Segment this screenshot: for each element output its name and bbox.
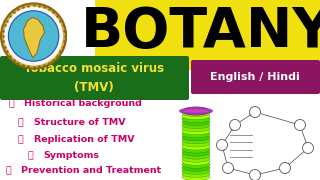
Text: 👉: 👉 xyxy=(8,99,14,108)
Ellipse shape xyxy=(182,146,210,153)
Ellipse shape xyxy=(182,125,210,132)
Circle shape xyxy=(294,120,306,130)
FancyBboxPatch shape xyxy=(191,60,320,94)
Ellipse shape xyxy=(182,164,210,171)
Text: 👉: 👉 xyxy=(28,151,33,160)
FancyBboxPatch shape xyxy=(0,56,189,100)
Circle shape xyxy=(217,140,228,150)
Circle shape xyxy=(250,107,260,118)
Circle shape xyxy=(250,170,260,180)
Text: 👉: 👉 xyxy=(5,166,11,175)
Ellipse shape xyxy=(182,107,210,115)
Ellipse shape xyxy=(182,122,210,129)
Text: BOTANY: BOTANY xyxy=(81,5,320,59)
Bar xyxy=(95,0,320,70)
Ellipse shape xyxy=(182,170,210,177)
Text: English / Hindi: English / Hindi xyxy=(210,72,300,82)
Circle shape xyxy=(279,163,291,174)
Ellipse shape xyxy=(182,155,210,162)
Ellipse shape xyxy=(182,174,210,180)
Text: Historical background: Historical background xyxy=(24,99,142,108)
Ellipse shape xyxy=(182,152,210,159)
Ellipse shape xyxy=(182,149,210,156)
Ellipse shape xyxy=(182,140,210,147)
Ellipse shape xyxy=(182,137,210,144)
Circle shape xyxy=(1,3,66,69)
Ellipse shape xyxy=(182,158,210,165)
Circle shape xyxy=(8,11,59,61)
Ellipse shape xyxy=(182,112,210,120)
Ellipse shape xyxy=(182,143,210,150)
Ellipse shape xyxy=(182,161,210,168)
Ellipse shape xyxy=(182,167,210,174)
Ellipse shape xyxy=(182,116,210,123)
Text: 👉: 👉 xyxy=(18,135,24,144)
Text: 👉: 👉 xyxy=(18,118,24,127)
Ellipse shape xyxy=(182,109,210,116)
Ellipse shape xyxy=(182,128,210,135)
Polygon shape xyxy=(24,17,44,58)
Text: Symptoms: Symptoms xyxy=(44,151,100,160)
Text: Tobacco mosaic virus
(TMV): Tobacco mosaic virus (TMV) xyxy=(24,62,164,93)
Ellipse shape xyxy=(182,131,210,138)
Ellipse shape xyxy=(182,119,210,126)
Circle shape xyxy=(229,120,241,130)
Circle shape xyxy=(4,6,63,66)
Circle shape xyxy=(302,143,314,154)
Circle shape xyxy=(222,163,234,174)
Text: Prevention and Treatment: Prevention and Treatment xyxy=(21,166,162,175)
Text: Structure of TMV: Structure of TMV xyxy=(34,118,126,127)
Ellipse shape xyxy=(182,134,210,141)
Text: Replication of TMV: Replication of TMV xyxy=(34,135,135,144)
